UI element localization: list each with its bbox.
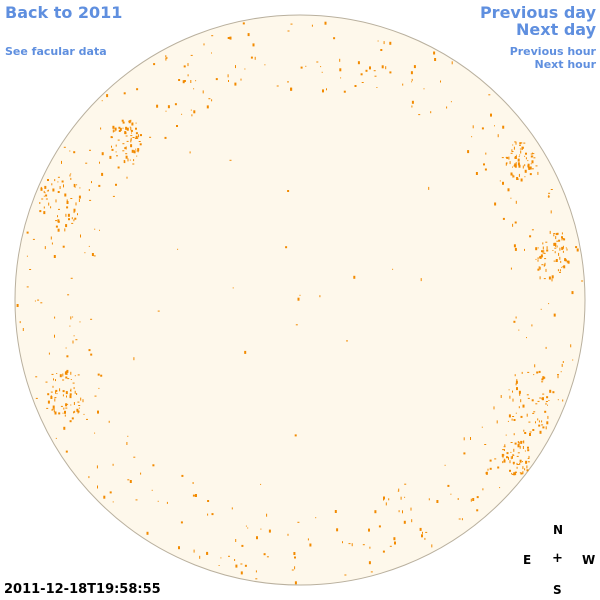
next-hour-link[interactable]: Next hour <box>534 58 597 71</box>
previous-hour-link[interactable]: Previous hour <box>509 45 596 58</box>
compass-north: N <box>553 523 564 537</box>
previous-day-link[interactable]: Previous day <box>479 3 596 22</box>
back-to-year-link[interactable]: Back to 2011 <box>5 3 123 22</box>
observation-timestamp: 2011-12-18T19:58:55 <box>4 582 161 597</box>
next-day-link[interactable]: Next day <box>516 20 596 39</box>
compass-south: S <box>553 583 562 597</box>
solar-disk <box>14 14 586 586</box>
compass-east: E <box>523 553 532 567</box>
faculae-spots <box>16 21 584 585</box>
see-facular-data-link[interactable]: See facular data <box>5 45 107 58</box>
compass-center: + <box>552 551 563 566</box>
compass-west: W <box>582 553 596 567</box>
